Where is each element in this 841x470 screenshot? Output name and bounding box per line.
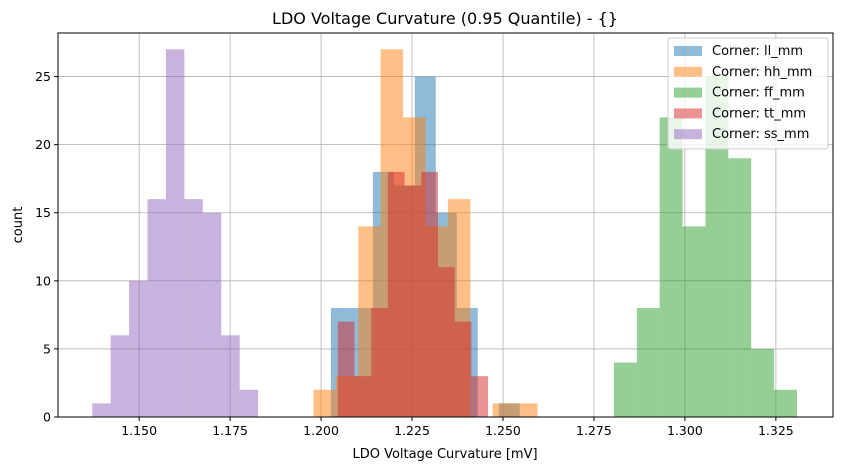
histogram-bar [371, 308, 388, 417]
histogram-bar [202, 212, 222, 417]
histogram-bar [337, 321, 355, 417]
legend-label: Corner: tt_mm [712, 106, 806, 121]
histogram-bar [354, 376, 372, 417]
histogram-bar [110, 335, 130, 417]
histogram-bar [239, 389, 259, 417]
histogram-bar [387, 171, 405, 417]
legend-label: Corner: ff_mm [712, 86, 805, 101]
x-tick-label: 1.275 [576, 423, 612, 438]
bars [92, 49, 797, 418]
histogram-bar [165, 49, 185, 418]
x-tick-label: 1.175 [212, 423, 248, 438]
legend: Corner: ll_mm Corner: hh_mm Corner: ff_mm C… [667, 37, 829, 150]
histogram-bar [313, 389, 336, 417]
histogram-bar [404, 185, 422, 417]
histogram-bar [774, 389, 797, 417]
legend-label: Corner: hh_mm [712, 65, 812, 80]
histogram-bar [421, 171, 438, 417]
x-tick-label: 1.150 [121, 423, 157, 438]
histogram-bar [129, 280, 148, 417]
x-axis-label: LDO Voltage Curvature [mV] [352, 447, 537, 462]
legend-swatch [674, 129, 702, 140]
legend-box [667, 37, 829, 150]
legend-swatch [674, 66, 702, 77]
histogram-bar [92, 403, 111, 417]
x-tick-label: 1.300 [667, 423, 703, 438]
y-tick-label: 15 [35, 205, 51, 220]
histogram-bar [728, 158, 752, 417]
x-tick-label: 1.225 [394, 423, 430, 438]
legend-label: Corner: ll_mm [712, 44, 803, 59]
histogram-bar [454, 321, 472, 417]
histogram-bar [636, 308, 660, 417]
y-tick-label: 25 [35, 69, 51, 84]
histogram-bar [659, 117, 683, 417]
histogram-bar [184, 199, 203, 417]
legend-label: Corner: ss_mm [712, 127, 809, 142]
y-axis-ticks: 0 5 10 15 20 25 [35, 69, 58, 425]
histogram-bar [221, 335, 240, 417]
plot-frame [57, 32, 834, 418]
histogram-bar [515, 403, 538, 417]
histogram-bar [751, 348, 775, 417]
histogram-bar [147, 199, 166, 417]
histogram-bar [471, 376, 489, 417]
y-tick-label: 20 [35, 137, 51, 152]
histogram-bar [437, 267, 455, 417]
x-tick-label: 1.200 [303, 423, 339, 438]
y-tick-label: 5 [43, 341, 51, 356]
histogram-bar [613, 362, 637, 417]
y-axis-label: count [11, 207, 26, 244]
x-axis-ticks: 1.150 1.175 1.200 1.225 1.250 1.275 1.300 1.325 [121, 417, 794, 438]
legend-swatch [674, 108, 702, 119]
y-tick-label: 10 [35, 273, 51, 288]
x-tick-label: 1.325 [758, 423, 794, 438]
legend-swatch [674, 87, 702, 98]
x-tick-label: 1.250 [485, 423, 521, 438]
histogram-bar [492, 403, 516, 417]
histogram-bar [705, 76, 729, 418]
histogram-bar [682, 226, 706, 417]
chart-title: LDO Voltage Curvature (0.95 Quantile) - … [272, 9, 618, 28]
y-tick-label: 0 [43, 410, 51, 425]
legend-swatch [674, 46, 702, 56]
